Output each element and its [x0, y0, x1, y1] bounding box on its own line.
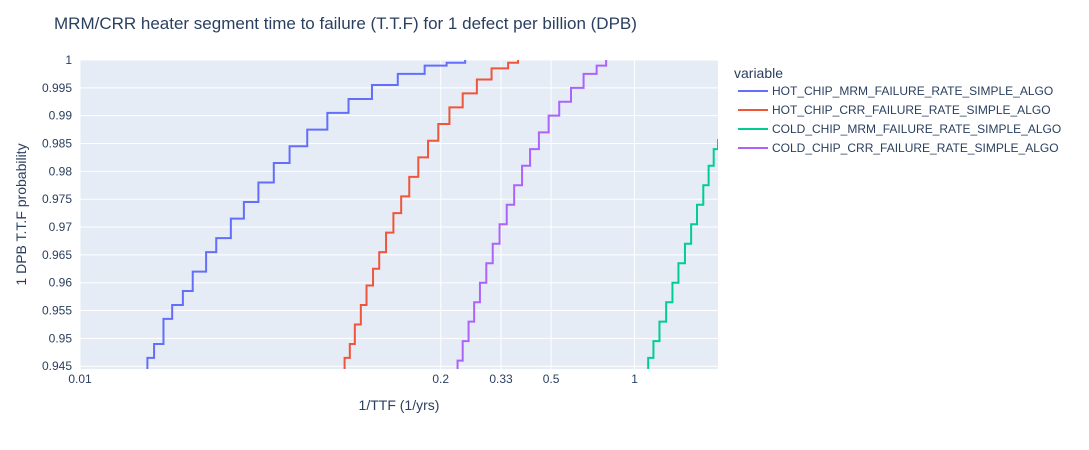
- series-line[interactable]: [456, 60, 608, 369]
- plot-area[interactable]: [80, 60, 718, 369]
- legend-item[interactable]: COLD_CHIP_CRR_FAILURE_RATE_SIMPLE_ALGO: [738, 141, 1059, 155]
- legend-item[interactable]: HOT_CHIP_CRR_FAILURE_RATE_SIMPLE_ALGO: [738, 103, 1051, 117]
- y-tick-label: 0.945: [42, 359, 72, 373]
- y-tick-label: 0.955: [42, 304, 72, 318]
- legend-title: variable: [734, 65, 783, 81]
- series-lines: [146, 60, 718, 369]
- x-tick-label: 0.5: [543, 372, 560, 386]
- legend-item[interactable]: COLD_CHIP_MRM_FAILURE_RATE_SIMPLE_ALGO: [738, 122, 1061, 136]
- series-line[interactable]: [343, 60, 520, 369]
- legend[interactable]: variable HOT_CHIP_MRM_FAILURE_RATE_SIMPL…: [734, 65, 1061, 155]
- y-tick-label: 0.995: [42, 81, 72, 95]
- x-axis-title: 1/TTF (1/yrs): [359, 397, 440, 413]
- y-tick-label: 0.975: [42, 192, 72, 206]
- x-tick-label: 0.2: [432, 372, 449, 386]
- y-tick-label: 0.965: [42, 248, 72, 262]
- x-axis-ticks: 0.01 0.2 0.33 0.5 1: [68, 372, 638, 386]
- legend-label: HOT_CHIP_MRM_FAILURE_RATE_SIMPLE_ALGO: [772, 84, 1053, 98]
- chart-title: MRM/CRR heater segment time to failure (…: [54, 14, 637, 33]
- legend-label: COLD_CHIP_MRM_FAILURE_RATE_SIMPLE_ALGO: [772, 122, 1061, 136]
- grid-lines: [79, 59, 718, 369]
- x-tick-label: 0.33: [489, 372, 513, 386]
- series-line[interactable]: [146, 60, 467, 369]
- legend-item[interactable]: HOT_CHIP_MRM_FAILURE_RATE_SIMPLE_ALGO: [738, 84, 1053, 98]
- y-axis-ticks: 0.945 0.95 0.955 0.96 0.965 0.97 0.975 0.98 0.98…: [42, 53, 72, 373]
- y-tick-label: 0.985: [42, 137, 72, 151]
- y-tick-label: 0.95: [49, 331, 73, 345]
- y-tick-label: 0.97: [49, 220, 73, 234]
- y-axis-title: 1 DPB T.T.F probability: [13, 143, 29, 285]
- y-tick-label: 0.98: [49, 164, 73, 178]
- y-tick-label: 1: [65, 53, 72, 67]
- y-tick-label: 0.99: [49, 109, 73, 123]
- y-tick-label: 0.96: [49, 276, 73, 290]
- legend-label: HOT_CHIP_CRR_FAILURE_RATE_SIMPLE_ALGO: [772, 103, 1051, 117]
- legend-label: COLD_CHIP_CRR_FAILURE_RATE_SIMPLE_ALGO: [772, 141, 1059, 155]
- series-line[interactable]: [647, 139, 718, 369]
- x-tick-label: 0.01: [68, 372, 92, 386]
- x-tick-label: 1: [631, 372, 638, 386]
